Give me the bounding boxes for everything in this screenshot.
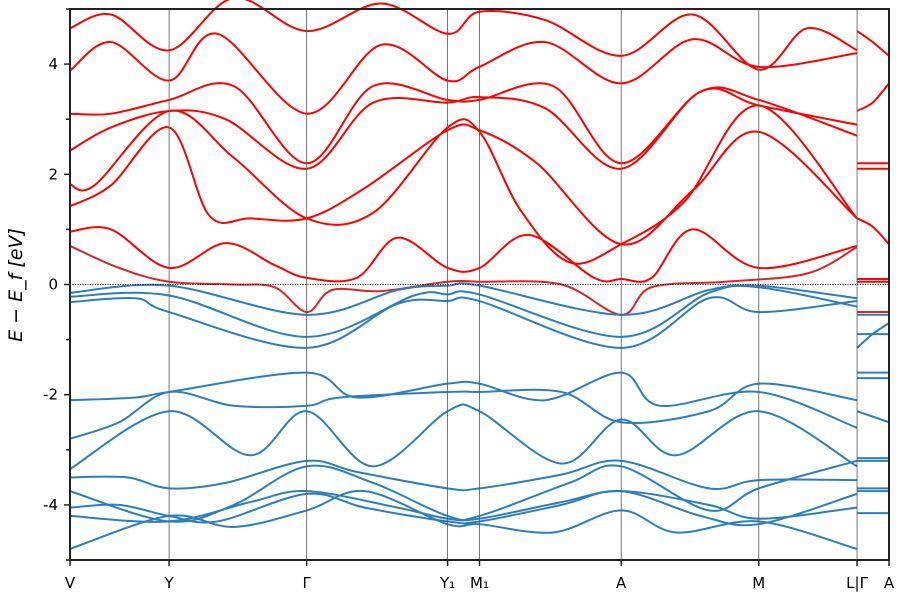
valence-band (69, 490, 858, 523)
conduction-band (69, 87, 858, 170)
x-tick-label: Y (164, 574, 175, 592)
y-tick-label: 2 (48, 165, 58, 183)
x-tick-label: L|Γ (846, 574, 868, 592)
conduction-band (856, 217, 890, 245)
valence-band (856, 410, 890, 424)
valence-band (69, 296, 858, 349)
valence-band (69, 459, 858, 523)
valence-band (856, 322, 890, 349)
y-tick-label: -4 (43, 496, 58, 514)
conduction-band (69, 0, 858, 71)
valence-band (69, 459, 858, 492)
mixed-band (69, 245, 858, 316)
x-tick-label: M (752, 574, 765, 592)
x-tick-label: V (65, 574, 76, 592)
kpoint-vertical-lines (168, 9, 858, 560)
conduction-band (69, 82, 858, 165)
valence-band (69, 284, 858, 338)
y-axis: -4 -2 0 2 4 (43, 8, 70, 561)
conduction-band (856, 30, 890, 57)
conduction-band (856, 82, 890, 112)
y-tick-label: 0 (48, 276, 58, 294)
x-tick-label: Y₁ (439, 574, 455, 592)
y-tick-label: 4 (48, 55, 58, 73)
valence-band (69, 403, 858, 470)
valence-band (69, 371, 858, 429)
valence-band (69, 282, 858, 316)
valence-band (69, 489, 858, 527)
y-axis-label: E − E_f [eV] (5, 228, 27, 342)
x-tick-label: Γ (303, 574, 312, 592)
valence-band (69, 382, 858, 440)
x-tick-label: M₁ (470, 574, 489, 592)
valence-band (69, 489, 858, 550)
conduction-band (69, 104, 858, 265)
x-tick-label: A (884, 574, 895, 592)
x-tick-label: A (616, 574, 627, 592)
y-tick-label: -2 (43, 386, 58, 404)
x-axis: V Y Γ Y₁ M₁ A M L|Γ A (65, 560, 895, 592)
conduction-band (69, 226, 858, 283)
conduction-band (69, 123, 858, 246)
